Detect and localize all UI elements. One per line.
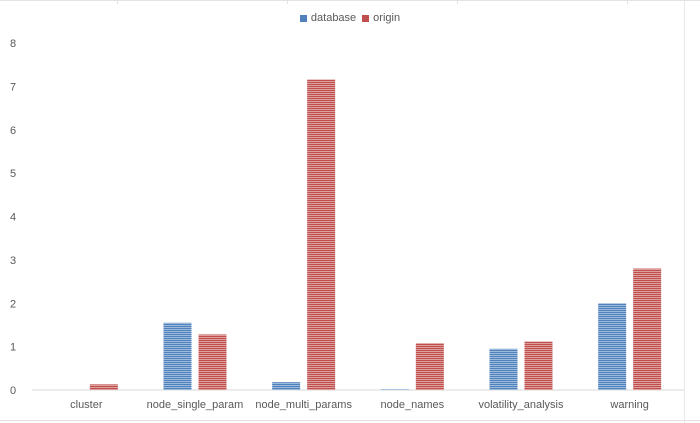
bar-database-warning	[598, 303, 627, 390]
bar-origin-warning	[633, 268, 662, 390]
bar-database-node_names	[380, 389, 409, 390]
sheet-grid-line	[457, 0, 458, 4]
sheet-grid-line	[627, 0, 628, 4]
sheet-grid-line	[0, 420, 700, 421]
x-tick-label: node_multi_params	[255, 399, 352, 411]
chart-legend: database origin	[0, 12, 700, 24]
y-tick-label: 7	[10, 81, 16, 93]
y-tick-label: 4	[10, 212, 16, 224]
y-tick-label: 8	[10, 38, 16, 50]
y-tick-label: 5	[10, 168, 16, 180]
x-tick-label: cluster	[70, 399, 103, 411]
x-tick-label: node_names	[381, 399, 445, 411]
bar-origin-cluster	[89, 384, 118, 390]
legend-swatch-origin	[362, 14, 370, 22]
y-tick-label: 2	[10, 298, 16, 310]
bar-origin-node_single_param	[198, 334, 227, 390]
bar-database-node_single_param	[163, 322, 192, 390]
bar-origin-node_multi_params	[307, 79, 336, 390]
legend-item-database: database	[299, 12, 357, 24]
x-tick-label: volatility_analysis	[479, 399, 564, 411]
legend-label-database: database	[310, 12, 357, 24]
x-tick-label: node_single_param	[147, 399, 244, 411]
y-tick-label: 6	[10, 125, 16, 137]
sheet-grid-line	[0, 0, 700, 1]
sheet-grid-line	[684, 0, 685, 423]
legend-swatch-database	[299, 14, 307, 22]
legend-item-origin: origin	[362, 12, 400, 24]
y-tick-label: 1	[10, 342, 16, 354]
bar-origin-volatility_analysis	[524, 341, 553, 390]
y-tick-label: 0	[10, 385, 16, 397]
x-tick-label: warning	[609, 399, 649, 411]
bar-database-volatility_analysis	[489, 348, 518, 390]
bar-database-node_multi_params	[272, 382, 301, 390]
legend-label-origin: origin	[373, 12, 401, 24]
sheet-grid-line	[117, 0, 118, 4]
bar-origin-node_names	[415, 343, 444, 390]
y-tick-label: 3	[10, 255, 16, 267]
sheet-grid-line	[287, 0, 288, 4]
